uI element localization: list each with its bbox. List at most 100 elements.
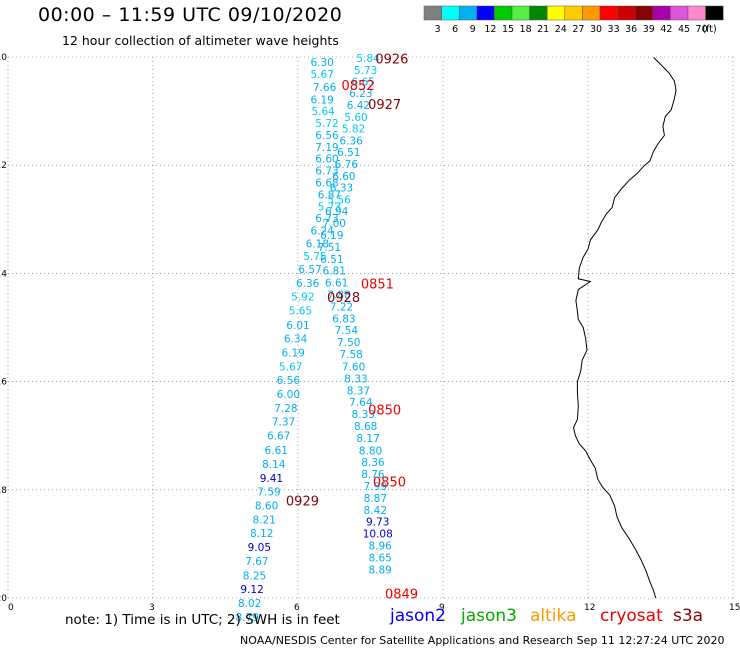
legend-jason2: jason2 xyxy=(390,606,446,626)
wave-height-label: 6.60 xyxy=(315,154,338,166)
wave-height-label: 7.19 xyxy=(315,142,338,154)
pass-time-label: 0927 xyxy=(368,98,401,113)
legend-jason3: jason3 xyxy=(461,606,517,626)
wave-height-label: 8.65 xyxy=(368,552,391,564)
colorbar-label: 6 xyxy=(452,24,458,35)
wave-height-label: 7.58 xyxy=(339,349,362,361)
wave-height-label: 7.67 xyxy=(245,556,268,568)
colorbar-label: 3 xyxy=(435,24,441,35)
wave-height-label: 8.87 xyxy=(364,493,387,505)
pass-time-label: 0851 xyxy=(361,278,394,293)
wave-height-label: 6.68 xyxy=(315,178,338,190)
wave-height-label: 6.24 xyxy=(310,226,334,238)
wave-height-label: 6.23 xyxy=(349,88,372,100)
pass-time-label: 0852 xyxy=(342,79,375,94)
wave-height-label: 6.76 xyxy=(335,159,359,171)
wave-height-label: 7.51 xyxy=(318,242,341,254)
wave-height-label: 7.59 xyxy=(257,486,280,498)
wave-height-label: 5.65 xyxy=(289,306,312,318)
wave-height-label: 8.60 xyxy=(255,500,278,512)
colorbar-label: 39 xyxy=(643,24,655,35)
wave-height-label: 8.79 xyxy=(236,612,259,624)
wave-height-label: 6.73 xyxy=(315,213,338,225)
colorbar-swatch xyxy=(705,5,724,21)
wave-height-label: 6.33 xyxy=(330,182,353,194)
wave-height-label: 6.61 xyxy=(265,445,288,457)
colorbar-label: 45 xyxy=(678,24,690,35)
x-tick-label: 12 xyxy=(584,603,595,613)
wave-height-label: 6.56 xyxy=(277,375,301,387)
wave-height-label: 5.82 xyxy=(342,123,365,135)
colorbar-label: 9 xyxy=(470,24,476,35)
wave-height-label: 9.73 xyxy=(366,517,389,529)
wave-height-label: 6.73 xyxy=(315,166,338,178)
y-tick-label: -10 xyxy=(0,53,7,63)
wave-height-label: 6.34 xyxy=(284,333,308,345)
wave-height-label: 8.76 xyxy=(361,469,385,481)
colorbar-label: 18 xyxy=(520,24,532,35)
colorbar-label: 70 xyxy=(696,24,708,35)
wave-height-label: 8.14 xyxy=(262,459,286,471)
colorbar-label: 30 xyxy=(590,24,602,35)
map-subtitle: 12 hour collection of altimeter wave hei… xyxy=(62,33,339,48)
wave-height-label: 6.57 xyxy=(298,264,321,276)
legend-altika: altika xyxy=(530,606,577,626)
wave-height-label: 8.12 xyxy=(250,528,273,540)
wave-height-label: 7.88 xyxy=(327,289,350,301)
y-tick-label: -12 xyxy=(0,161,7,171)
x-tick-label: 6 xyxy=(294,603,300,613)
wave-height-label: 6.61 xyxy=(325,278,348,290)
wave-height-label: 5.56 xyxy=(327,194,351,206)
legend-s3a: s3a xyxy=(673,606,704,626)
y-tick-label: -20 xyxy=(0,594,7,604)
wave-height-label: 7.22 xyxy=(330,301,353,313)
wave-height-label: 6.36 xyxy=(296,278,320,290)
wave-height-label: 8.02 xyxy=(238,598,261,610)
colorbar-label: 21 xyxy=(537,24,549,35)
pass-time-label: 0929 xyxy=(286,495,319,510)
wave-height-label: 5.75 xyxy=(303,251,326,263)
colorbar-label: 24 xyxy=(555,24,567,35)
wave-height-label: 5.84 xyxy=(356,53,380,65)
wave-height-label: 7.00 xyxy=(323,218,346,230)
wave-height-label: 8.17 xyxy=(356,433,379,445)
wave-height-label: 6.87 xyxy=(318,189,341,201)
pass-time-label: 0850 xyxy=(373,476,406,491)
pass-time-label: 0849 xyxy=(385,588,418,603)
footer-credit: NOAA/NESDIS Center for Satellite Applica… xyxy=(240,634,725,647)
wave-height-label: 8.36 xyxy=(361,457,385,469)
wave-height-label: 8.42 xyxy=(364,505,387,517)
wave-height-label: 8.96 xyxy=(368,541,392,553)
wave-height-label: 9.41 xyxy=(260,473,283,485)
wave-height-label: 5.72 xyxy=(315,118,338,130)
pass-time-label: 0926 xyxy=(375,53,408,68)
wave-height-label: 7.37 xyxy=(272,417,295,429)
x-tick-label: 0 xyxy=(8,603,14,613)
wave-height-label: 6.01 xyxy=(286,320,309,332)
wave-height-label: 8.21 xyxy=(252,515,275,527)
wave-height-label: 5.60 xyxy=(344,112,367,124)
wave-height-label: 10.08 xyxy=(363,529,393,541)
wave-height-label: 6.94 xyxy=(325,206,349,218)
wave-height-label: 7.99 xyxy=(364,481,387,493)
legend-cryosat: cryosat xyxy=(600,606,663,626)
wave-height-label: 8.37 xyxy=(347,385,370,397)
wave-height-label: 8.80 xyxy=(359,445,382,457)
note-text: note: 1) Time is in UTC; 2) SWH is in fe… xyxy=(65,612,340,628)
colorbar-label: 12 xyxy=(484,24,496,35)
wave-height-label: 6.51 xyxy=(337,147,360,159)
wave-height-label: 6.56 xyxy=(315,130,339,142)
y-tick-label: -18 xyxy=(0,486,7,496)
wave-height-label: 5.73 xyxy=(354,65,377,77)
colorbar: 3 6 9 12 15 18 21 24 27 30 33 36 39 42 45 70(ft) xyxy=(423,5,724,35)
wave-height-label: 6.65 xyxy=(352,76,375,88)
x-tick-label: 3 xyxy=(149,603,155,613)
wave-height-label: 6.18 xyxy=(306,239,329,251)
colorbar-label: 27 xyxy=(572,24,584,35)
colorbar-label: 33 xyxy=(608,24,620,35)
wave-height-label: 8.25 xyxy=(243,570,266,582)
x-tick-label: 15 xyxy=(729,603,740,613)
wave-height-label: 5.73 xyxy=(318,201,341,213)
